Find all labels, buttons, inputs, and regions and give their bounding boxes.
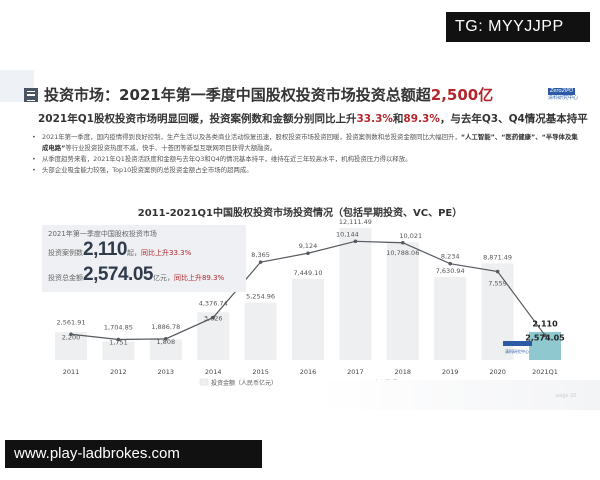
line-point <box>306 251 310 256</box>
logo-subtext: 清科研究中心 <box>548 95 579 101</box>
bar <box>244 302 277 360</box>
chart: 2011 2012 2013 2014 2015 2016 2017 2018 2019 2020… <box>55 218 565 387</box>
line-value-label: 9,124 <box>299 242 318 250</box>
x-tick-label: 2015 <box>252 368 269 376</box>
line-value-label: 10,144 <box>336 230 359 238</box>
subtitle-text: 2021年Q1股权投资市场明显回暖，投资案例数和金额分别同比上升 <box>38 113 357 125</box>
bar-value-label: 1,704.85 <box>104 324 133 332</box>
x-tick-label: 2020 <box>489 368 506 376</box>
bar-value-label: 8,871.49 <box>483 253 512 261</box>
summary-heading: 2021年第一季度中国股权投资市场 <box>48 230 157 238</box>
amount-label: 投资总金额 <box>48 274 83 282</box>
subtitle-and: 和 <box>392 113 404 125</box>
x-tick-label: 2021Q1 <box>532 368 558 376</box>
logo-text: Zero2IPO <box>548 88 576 95</box>
bar-value-label: 2,574.05 <box>525 333 565 342</box>
bar <box>55 332 87 360</box>
x-tick-label: 2011 <box>63 368 80 376</box>
bullet-text: 2021年第一季度，国内疫情得到良好控制，生产生活以及各类商业活动恢复迅速，股权… <box>42 133 461 141</box>
subtitle-pct2: 89.3% <box>403 113 440 125</box>
amount-row: 投资总金额2,574.05亿元，同比上升89.3% <box>48 264 224 286</box>
line-value-label: 7,559 <box>488 280 507 288</box>
bullet-item: 头部企业吸金能力较强，Top10投资案例的总投资金额占全市场的超两成。 <box>32 165 584 176</box>
x-tick-label: 2017 <box>347 368 364 376</box>
bullet-bold: “人工智能”、“医药健康”、“半导体及集成电路” <box>42 133 578 152</box>
bar <box>339 227 372 360</box>
amount-change: 同比上升89.3% <box>173 274 225 282</box>
line-value-label: 2,110 <box>532 319 558 328</box>
bullet-item: 从季度趋势来看，2021年Q1投资活跃度和金额与去年Q3和Q4的情况基本持平，维… <box>32 154 584 165</box>
bar-value-label: 2,561.91 <box>57 318 86 326</box>
bar <box>292 278 324 360</box>
bullet-list: 2021年第一季度，国内疫情得到良好控制，生产生活以及各类商业活动恢复迅速，股权… <box>32 132 584 176</box>
page-title: 投资市场：2021年第一季度中国股权投资市场投资总额超2,500亿 <box>24 84 493 105</box>
cases-label: 投资案例数 <box>48 249 83 257</box>
cases-change: 同比上升33.3% <box>141 249 192 257</box>
x-tick-label: 2018 <box>395 368 412 376</box>
legend-swatch-bar <box>199 378 209 386</box>
line-point <box>543 333 547 338</box>
bar-value-label: 10,788.06 <box>386 249 419 257</box>
line-value-label: 3,626 <box>204 315 223 323</box>
bar <box>434 276 467 360</box>
amount-value: 2,574.05 <box>83 264 153 285</box>
cases-unit: 起， <box>127 249 141 257</box>
line-value-label: 10,021 <box>399 232 422 240</box>
line-point <box>495 269 500 274</box>
subtitle-text-2: ，与去年Q3、Q4情况基本持平 <box>439 113 588 125</box>
x-tick-label: 2019 <box>442 368 459 376</box>
bullet-text: 等行业投资投资热度不减，快手、十荟团等新型互联网项目获得大额融资。 <box>65 144 277 152</box>
line-point <box>353 239 358 244</box>
chart-title: 2011-2021Q1中国股权投资市场投资情况（包括早期投资、VC、PE） <box>137 208 463 219</box>
title-highlight: 2,500亿 <box>430 86 494 104</box>
line-value-label: 8,234 <box>441 253 460 261</box>
line-point <box>116 337 121 342</box>
summary-box: 2021年第一季度中国股权投资市场 投资案例数2,110起，同比上升33.3% … <box>42 225 246 292</box>
telegram-badge: TG: MYYJJPP <box>446 12 590 42</box>
line-point <box>401 240 405 245</box>
menu-icon <box>24 88 38 102</box>
cases-row: 投资案例数2,110起，同比上升33.3% <box>48 239 191 261</box>
zero2ipo-logo: Zero2IPO 清科研究中心 <box>548 88 590 110</box>
line-point <box>448 261 453 266</box>
bar-logo-text: 清科研究中心 <box>505 348 529 354</box>
bar-value-label: 7,630.94 <box>436 267 465 275</box>
decorative-band <box>320 380 600 410</box>
x-tick-label: 2014 <box>205 368 222 376</box>
bar-logo-icon <box>503 341 532 346</box>
x-tick-label: 2016 <box>300 368 317 376</box>
subtitle: 2021年Q1股权投资市场明显回暖，投资案例数和金额分别同比上升33.3%和89… <box>38 111 588 126</box>
line-point <box>258 260 263 264</box>
bar-value-label: 5,254.96 <box>246 293 275 301</box>
subtitle-pct1: 33.3% <box>356 113 393 125</box>
page-number: page 20 <box>556 393 577 399</box>
legend-label-bar: 投资金额（人民币亿元） <box>211 379 277 387</box>
amount-unit: 亿元， <box>152 274 174 282</box>
line-value-label: 2,200 <box>62 333 81 341</box>
x-tick-label: 2013 <box>158 368 175 376</box>
line-value-label: 8,365 <box>251 251 270 259</box>
bar <box>102 341 135 360</box>
bar-value-label: 4,376.74 <box>199 300 228 308</box>
bar <box>197 312 230 360</box>
bar-value-label: 7,449.10 <box>294 269 323 277</box>
cases-value: 2,110 <box>83 239 128 260</box>
bullet-item: 2021年第一季度，国内疫情得到良好控制，生产生活以及各类商业活动恢复迅速，股权… <box>32 132 584 154</box>
bar-value-label: 1,886.78 <box>151 323 180 331</box>
bar-value-label: 12,111.49 <box>339 218 372 226</box>
line-point <box>211 315 215 320</box>
title-text: 投资市场：2021年第一季度中国股权投资市场投资总额超 <box>44 86 431 104</box>
line-value-label: 1,808 <box>156 338 175 346</box>
line-point <box>69 332 73 337</box>
x-tick-label: 2012 <box>110 368 127 376</box>
line-point <box>164 337 168 341</box>
bar <box>386 242 419 360</box>
watermark-url: www.play-ladbrokes.com <box>5 440 262 468</box>
bar <box>149 339 182 360</box>
line-value-label: 1,751 <box>109 339 128 347</box>
